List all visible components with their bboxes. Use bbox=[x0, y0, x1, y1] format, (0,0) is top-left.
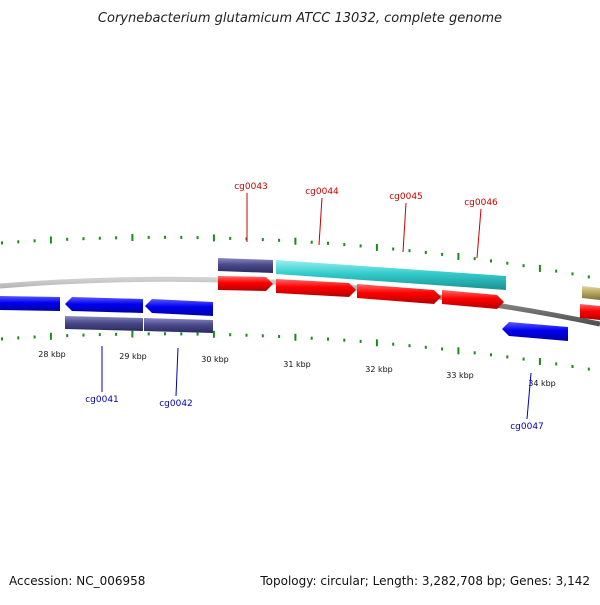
cds-block-purple-upper bbox=[218, 258, 273, 273]
leader-line-cg0045 bbox=[402, 202, 407, 253]
gene-arrow-cg0043[interactable] bbox=[218, 276, 273, 291]
gene-arrow-cg0047[interactable] bbox=[502, 322, 568, 341]
cds-block-cyan-upper bbox=[276, 260, 506, 290]
gene-arrow-right-edge[interactable] bbox=[580, 304, 600, 320]
accession-text: Accession: NC_006958 bbox=[9, 574, 145, 588]
gene-label-cg0046[interactable]: cg0046 bbox=[464, 198, 498, 208]
gene-label-cg0045[interactable]: cg0045 bbox=[389, 192, 423, 202]
leader-line-cg0046 bbox=[476, 208, 482, 259]
kbp-label: 29 kbp bbox=[119, 352, 147, 361]
map-title: Corynebacterium glutamicum ATCC 13032, c… bbox=[98, 11, 502, 26]
kbp-label: 31 kbp bbox=[283, 360, 311, 369]
gene-arrow-cg0042[interactable] bbox=[145, 299, 213, 316]
gene-label-cg0041[interactable]: cg0041 bbox=[85, 395, 119, 405]
kbp-label: 28 kbp bbox=[38, 350, 66, 359]
kbp-label: 34 kbp bbox=[528, 379, 556, 388]
cds-block-olive bbox=[582, 286, 600, 300]
gene-arrow-left-edge[interactable] bbox=[0, 296, 60, 311]
leader-line-cg0047 bbox=[526, 372, 532, 420]
gene-label-cg0044[interactable]: cg0044 bbox=[305, 187, 339, 197]
cds-block-purple-lower-1 bbox=[65, 316, 143, 331]
gene-label-cg0043[interactable]: cg0043 bbox=[234, 182, 268, 192]
kbp-label: 30 kbp bbox=[201, 355, 229, 364]
leader-line-cg0042 bbox=[175, 347, 179, 397]
gene-label-cg0042[interactable]: cg0042 bbox=[159, 399, 193, 409]
gene-arrow-cg0041[interactable] bbox=[65, 297, 143, 313]
gene-label-cg0047[interactable]: cg0047 bbox=[510, 422, 544, 432]
gene-arrow-cg0045[interactable] bbox=[357, 284, 441, 304]
kbp-label: 32 kbp bbox=[365, 365, 393, 374]
gene-arrow-cg0046[interactable] bbox=[442, 290, 504, 309]
leader-line-cg0044 bbox=[318, 197, 323, 246]
inner-scale-ticks bbox=[1, 330, 590, 371]
outer-scale-ticks bbox=[1, 234, 590, 279]
kbp-label: 33 kbp bbox=[446, 371, 474, 380]
gene-arrow-cg0044[interactable] bbox=[276, 279, 356, 297]
cds-block-purple-lower-2 bbox=[144, 318, 213, 333]
genome-summary-text: Topology: circular; Length: 3,282,708 bp… bbox=[259, 574, 590, 588]
